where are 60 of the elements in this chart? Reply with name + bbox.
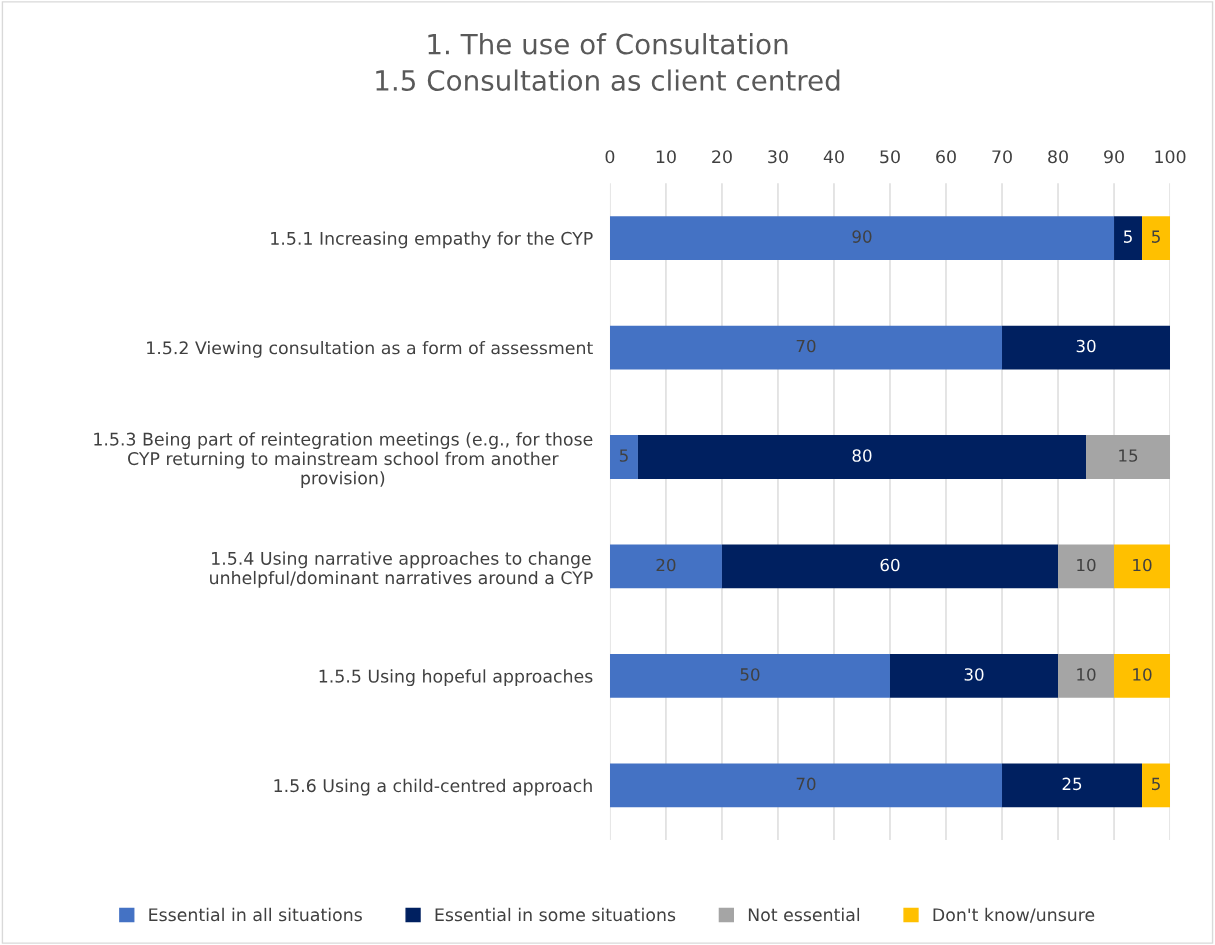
data-label: 15 bbox=[1119, 449, 1138, 462]
data-label: 50 bbox=[740, 668, 760, 681]
bar bbox=[1002, 325, 1171, 370]
chart-title: 1. The use of Consultation 1.5 Consultation as client centred bbox=[376, 33, 840, 91]
x-tick-label: 0 bbox=[605, 150, 615, 164]
x-tick-label: 20 bbox=[712, 150, 732, 164]
data-label: 70 bbox=[796, 339, 816, 353]
y-tick-label: 1.5.5 Using hopeful approaches bbox=[319, 669, 593, 687]
x-tick-label: 50 bbox=[880, 150, 900, 164]
bar bbox=[1058, 654, 1115, 698]
data-label: 5 bbox=[1152, 777, 1160, 791]
bar bbox=[609, 435, 638, 479]
bar bbox=[609, 216, 1115, 260]
bar bbox=[1114, 216, 1143, 260]
bar bbox=[1142, 216, 1171, 260]
data-label: 90 bbox=[852, 230, 872, 243]
data-label: 5 bbox=[619, 449, 628, 462]
data-label: 10 bbox=[1077, 668, 1096, 681]
bar bbox=[1142, 763, 1171, 808]
bar bbox=[1002, 763, 1143, 808]
data-label: 10 bbox=[1133, 668, 1152, 681]
bar bbox=[1058, 544, 1115, 589]
x-tick-label: 30 bbox=[768, 150, 788, 164]
legend-label: Don't know/unsure bbox=[933, 907, 1095, 923]
data-label: 5 bbox=[1152, 230, 1160, 243]
data-label: 80 bbox=[852, 449, 872, 462]
bar bbox=[609, 654, 890, 698]
y-tick-label: 1.5.3 Being part of reintegration meetings (e.g., for those CYP returning to mainstream school from another provision) bbox=[94, 432, 593, 488]
data-label: 10 bbox=[1077, 558, 1096, 572]
bar bbox=[721, 544, 1059, 589]
bar bbox=[1114, 544, 1171, 589]
x-tick-label: 10 bbox=[656, 150, 676, 164]
data-label: 30 bbox=[1076, 339, 1096, 353]
bar bbox=[609, 544, 722, 589]
data-label: 25 bbox=[1062, 777, 1082, 791]
bar bbox=[1114, 654, 1171, 698]
x-tick-label: 40 bbox=[823, 150, 844, 164]
bar bbox=[609, 325, 1003, 370]
data-label: 20 bbox=[656, 558, 676, 572]
x-tick-label: 90 bbox=[1104, 150, 1124, 164]
legend-label: Not essential bbox=[748, 907, 860, 922]
y-tick-label: 1.5.4 Using narrative approaches to change unhelpful/dominant narratives around a CYP bbox=[210, 551, 593, 588]
data-label: 10 bbox=[1133, 558, 1152, 572]
data-label: 5 bbox=[1124, 230, 1132, 243]
bar bbox=[609, 763, 1003, 808]
legend-label: Essential in all situations bbox=[149, 907, 362, 922]
data-label: 30 bbox=[964, 668, 984, 681]
x-tick-label: 100 bbox=[1155, 150, 1186, 164]
y-tick-label: 1.5.6 Using a child-centred approach bbox=[274, 778, 592, 796]
bar bbox=[889, 654, 1059, 698]
data-label: 60 bbox=[880, 558, 900, 572]
bar bbox=[637, 435, 1087, 479]
bar bbox=[1086, 435, 1171, 479]
legend-label: Essential in some situations bbox=[435, 907, 676, 922]
x-tick-label: 80 bbox=[1048, 150, 1068, 164]
x-tick-label: 60 bbox=[936, 150, 956, 164]
x-tick-label: 70 bbox=[992, 150, 1012, 164]
y-tick-label: 1.5.1 Increasing empathy for the CYP bbox=[271, 231, 593, 249]
data-label: 70 bbox=[796, 777, 816, 791]
y-tick-label: 1.5.2 Viewing consultation as a form of assessment bbox=[147, 340, 593, 358]
